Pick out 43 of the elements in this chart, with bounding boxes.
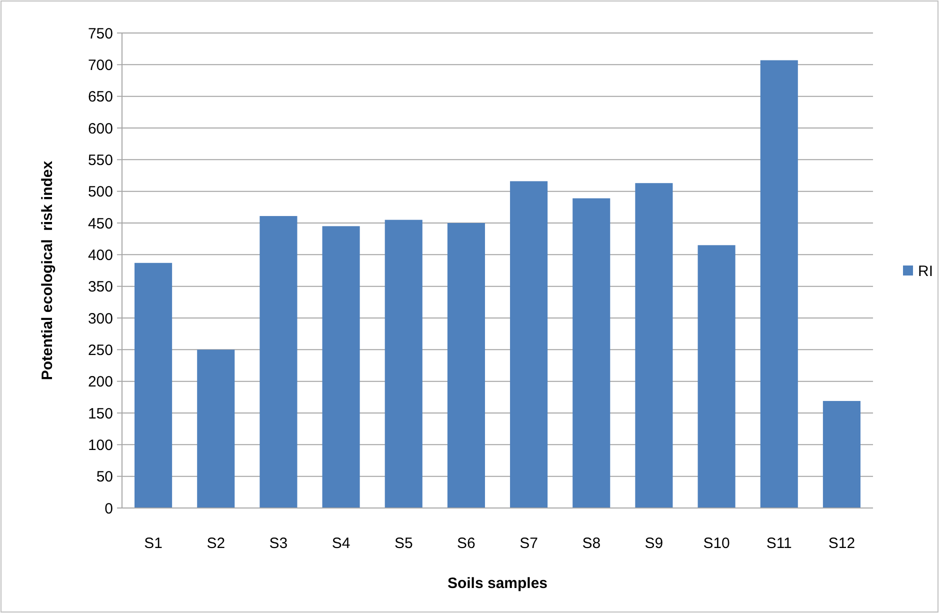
y-tick-label: 250: [88, 342, 113, 359]
x-tick-label: S11: [766, 535, 792, 552]
y-tick-label: 550: [88, 152, 113, 169]
x-tick-label: S6: [457, 535, 476, 552]
bar: [384, 220, 422, 508]
y-tick-label: 150: [88, 405, 113, 422]
y-tick-label: 0: [104, 500, 113, 518]
y-tick-label: 400: [88, 246, 113, 264]
y-tick-label: 750: [88, 25, 113, 42]
x-tick-label: S8: [582, 535, 601, 552]
y-tick-label: 200: [88, 374, 113, 391]
x-tick-label: S5: [394, 535, 413, 552]
bar: [698, 245, 736, 508]
y-axis-title: Potential ecological risk index: [39, 160, 56, 380]
y-tick-label: 350: [88, 278, 113, 296]
y-tick-label: 300: [88, 310, 113, 328]
bar: [635, 183, 673, 508]
y-tick-label: 500: [88, 184, 113, 201]
x-tick-label: S12: [828, 535, 856, 552]
bar: [572, 198, 610, 508]
x-tick-label: S7: [520, 535, 538, 552]
x-tick-label: S10: [703, 535, 730, 552]
bar: [510, 181, 548, 508]
x-tick-label: S1: [144, 535, 162, 552]
x-tick-label: S3: [269, 535, 288, 552]
x-tick-label: S2: [206, 535, 226, 552]
legend-label: RI: [918, 262, 933, 280]
bar: [822, 400, 860, 508]
bar: [134, 262, 172, 508]
bar: [260, 216, 298, 508]
bar: [447, 223, 485, 508]
bar: [322, 226, 360, 508]
y-tick-label: 650: [88, 88, 113, 106]
y-tick-label: 450: [88, 215, 113, 232]
y-tick-label: 50: [96, 468, 113, 486]
y-tick-label: 600: [88, 120, 113, 138]
y-tick-label: 100: [88, 436, 113, 454]
y-tick-label: 700: [88, 56, 113, 74]
x-axis-title: Soils samples: [447, 575, 548, 592]
bar: [197, 350, 235, 508]
bar: [760, 60, 798, 508]
x-tick-label: S9: [644, 535, 664, 552]
x-tick-label: S4: [332, 535, 350, 552]
